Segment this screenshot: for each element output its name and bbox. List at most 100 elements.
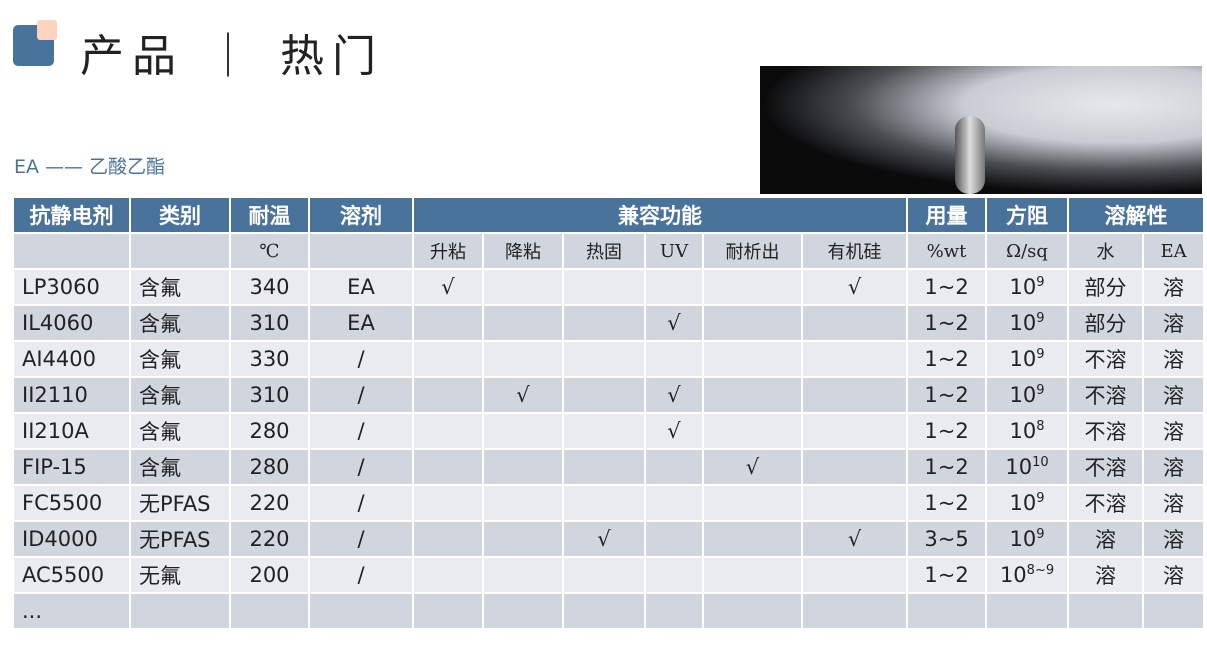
table-cell: 含氟 <box>129 376 231 414</box>
subheader-cell <box>12 232 131 270</box>
table-cell <box>702 340 803 378</box>
subheader-cell: 升粘 <box>412 232 484 270</box>
table-cell: / <box>308 412 414 450</box>
table-cell <box>800 304 909 342</box>
table-cell <box>702 520 803 558</box>
subheader-cell: 耐析出 <box>702 232 803 270</box>
table-cell: √ <box>412 268 484 306</box>
table-cell: 含氟 <box>129 304 231 342</box>
table-cell: √ <box>644 376 704 414</box>
subheader-row: ℃ 升粘 降粘 热固 UV 耐析出 有机硅 %wt Ω/sq 水 EA <box>12 232 1206 270</box>
table-cell: / <box>308 484 414 522</box>
table-cell: LP3060 <box>12 268 131 306</box>
table-cell: 1~2 <box>906 448 988 486</box>
table-cell: 溶 <box>1142 340 1206 378</box>
table-cell: 部分 <box>1067 304 1145 342</box>
table-cell <box>702 592 803 630</box>
table-cell: 330 <box>229 340 310 378</box>
resistance-exponent: 9 <box>1036 311 1045 326</box>
table-cell <box>412 556 484 594</box>
table-cell <box>562 556 646 594</box>
table-cell <box>644 556 704 594</box>
table-cell <box>800 412 909 450</box>
table-cell: 含氟 <box>129 412 231 450</box>
table-cell <box>412 340 484 378</box>
table-cell <box>482 304 564 342</box>
table-cell: 不溶 <box>1067 340 1145 378</box>
subheader-cell: 有机硅 <box>800 232 909 270</box>
header-cell: 方阻 <box>985 196 1070 234</box>
table-cell <box>482 592 564 630</box>
resistance-exponent: 9 <box>1036 275 1045 290</box>
header-cell: 溶解性 <box>1067 196 1206 234</box>
resistance-base: 10 <box>1005 455 1033 479</box>
resistance-base: 10 <box>1009 311 1037 335</box>
table-cell <box>702 556 803 594</box>
table-cell: 不溶 <box>1067 448 1145 486</box>
table-cell <box>412 592 484 630</box>
header-cell: 抗静电剂 <box>12 196 131 234</box>
resistance-exponent: 9 <box>1036 383 1045 398</box>
table-cell: 340 <box>229 268 310 306</box>
logo-accent-square <box>37 20 57 40</box>
table-cell: 不溶 <box>1067 376 1145 414</box>
subtitle: EA —— 乙酸乙酯 <box>14 156 166 178</box>
table-cell: 无PFAS <box>129 520 231 558</box>
header-cell: 耐温 <box>229 196 310 234</box>
resistance-exponent: 9 <box>1036 347 1045 362</box>
resistance-exponent: 8~9 <box>1026 563 1055 578</box>
subheader-cell: Ω/sq <box>985 232 1070 270</box>
table-cell <box>644 484 704 522</box>
table-cell: / <box>308 376 414 414</box>
table-cell <box>644 592 704 630</box>
table-cell: 310 <box>229 376 310 414</box>
subheader-cell <box>308 232 414 270</box>
table-cell: 含氟 <box>129 340 231 378</box>
subheader-cell: 水 <box>1067 232 1145 270</box>
table-cell: II210A <box>12 412 131 450</box>
table-cell: 溶 <box>1142 268 1206 306</box>
table-cell: 109 <box>985 304 1070 342</box>
resistance-base: 10 <box>1009 419 1037 443</box>
resistance-base: 10 <box>1009 527 1037 551</box>
table-cell: 1~2 <box>906 484 988 522</box>
resistance-base: 10 <box>1009 491 1037 515</box>
table-row: II2110 含氟 310/√ √ 1~2 109 不溶溶 <box>12 376 1206 414</box>
table-row: FIP-15 含氟 280/√ 1~2 1010 不溶溶 <box>12 448 1206 486</box>
table-cell <box>800 592 909 630</box>
table-cell: ID4000 <box>12 520 131 558</box>
table-cell: 109 <box>985 340 1070 378</box>
table-cell: 无PFAS <box>129 484 231 522</box>
header-cell: 用量 <box>906 196 988 234</box>
table-cell <box>644 268 704 306</box>
table-cell <box>229 592 310 630</box>
table-cell: 108 <box>985 412 1070 450</box>
table-cell: √ <box>800 520 909 558</box>
table-cell: 109 <box>985 268 1070 306</box>
header-cell: 溶剂 <box>308 196 414 234</box>
table-cell <box>412 520 484 558</box>
table-cell: AI4400 <box>12 340 131 378</box>
table-cell <box>562 448 646 486</box>
table-cell: / <box>308 556 414 594</box>
table-cell <box>129 592 231 630</box>
table-cell: 含氟 <box>129 448 231 486</box>
table-cell: / <box>308 520 414 558</box>
table-cell: √ <box>644 412 704 450</box>
table-cell: 溶 <box>1067 556 1145 594</box>
subheader-cell: 热固 <box>562 232 646 270</box>
table-cell: 部分 <box>1067 268 1145 306</box>
table-row: AI4400 含氟 330/1~2 109 不溶溶 <box>12 340 1206 378</box>
resistance-exponent: 8 <box>1036 419 1045 434</box>
table-row: AC5500 无氟 200/1~2 108~9 溶溶 <box>12 556 1206 594</box>
table-cell: 280 <box>229 448 310 486</box>
table-cell: 310 <box>229 304 310 342</box>
table-cell <box>985 592 1070 630</box>
resistance-base: 10 <box>1009 383 1037 407</box>
resistance-exponent: 9 <box>1036 527 1045 542</box>
product-table: 抗静电剂 类别 耐温 溶剂 兼容功能 用量 方阻 溶解性 ℃ 升粘 降粘 热固 UV 耐析… <box>12 196 1206 630</box>
table-cell <box>482 448 564 486</box>
table-cell: √ <box>800 268 909 306</box>
table-cell: 3~5 <box>906 520 988 558</box>
table-cell: 溶 <box>1142 556 1206 594</box>
